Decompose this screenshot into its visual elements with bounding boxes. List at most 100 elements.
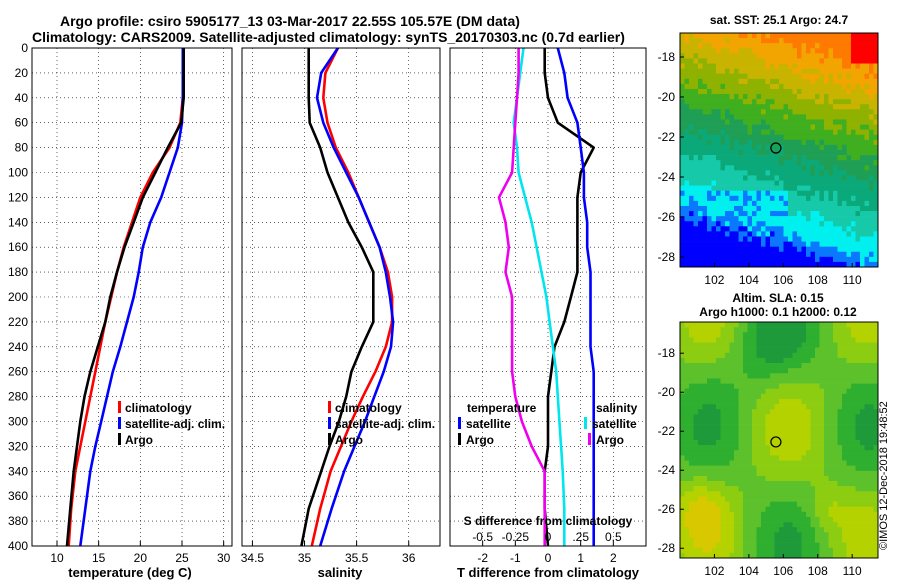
map-cell [689,99,694,105]
map-cell [765,241,771,247]
map-cell [779,542,784,549]
map-cell [756,119,762,125]
map-cell [707,139,712,146]
map-cell [743,124,748,130]
map-cell [702,532,708,538]
map-cell [855,190,861,197]
map-cell [806,78,811,85]
map-cell [761,261,766,267]
map-cell [792,83,798,90]
map-cell [747,332,753,338]
map-cell [869,465,874,472]
legend-label-climatology: climatology [125,401,192,415]
map-cell [824,388,829,395]
map-cell [698,211,703,217]
map-cell [873,195,878,202]
map-cell [693,434,699,441]
map-cell [743,99,748,105]
map-cell [828,481,834,487]
map-cell [774,261,780,267]
map-cell [846,342,852,348]
map-cell [756,205,762,212]
map-cell [873,200,878,207]
map-cell [806,73,811,80]
map-cell [684,58,690,64]
map-cell [734,491,739,497]
map-cell [680,129,685,136]
map-cell [792,404,798,410]
map-cell [806,429,811,436]
map-cell [684,33,690,39]
map-cell [833,216,838,222]
map-cell [801,200,807,207]
map-cell [797,522,802,528]
map-cell [738,38,744,44]
map-cell [711,190,717,197]
map-cell [747,445,753,451]
map-cell [743,460,748,466]
map-cell [720,522,726,528]
map-cell [864,404,870,410]
map-cell [851,506,856,513]
map-cell [693,33,699,39]
map-cell [846,185,852,191]
map-cell [738,200,744,207]
sla-map: Altim. SLA: 0.15 Argo h1000: 0.1 h2000: … [658,291,879,578]
map-cell [792,170,798,176]
map-cell [747,160,753,166]
map-cell [815,373,820,379]
sla-map-frame [679,321,879,559]
map-cell [864,342,870,348]
map-cell [711,501,717,507]
map-cell [810,322,816,328]
map-cell [801,542,807,549]
map-cell [734,532,739,538]
map-cell [837,552,843,558]
map-cell [729,119,735,125]
map-cell [743,347,748,354]
map-cell [698,357,703,364]
map-cell [747,109,753,115]
map-cell [788,33,793,39]
map-cell [765,542,771,549]
map-cell [684,175,690,181]
map-cell [707,434,712,441]
map-cell [698,445,703,451]
map-cell [756,200,762,207]
map-cell [743,205,748,212]
map-cell [770,200,775,207]
map-cell [770,501,775,507]
map-cell [842,124,847,130]
map-cell [819,83,825,90]
map-cell [779,475,784,482]
map-cell [869,393,874,400]
map-cell [801,58,807,64]
map-cell [689,475,694,482]
map-cell [752,221,757,227]
map-cell [689,327,694,333]
map-cell [833,542,838,549]
map-cell [684,378,690,384]
map-cell [729,241,735,247]
map-cell [855,475,861,482]
map-cell [806,542,811,549]
map-cell [842,33,847,39]
map-cell [770,481,775,487]
map-cell [716,246,721,253]
map-cell [711,236,717,242]
map-cell [765,537,771,543]
map-cell [716,542,721,549]
map-cell [752,180,757,186]
map-cell [779,88,784,95]
map-cell [761,434,766,441]
map-cell [756,48,762,54]
map-cell [729,491,735,497]
map-cell [788,542,793,549]
map-cell [851,327,856,333]
map-cell [783,419,789,425]
map-cell [698,221,703,227]
map-cell [801,175,807,181]
map-cell [864,393,870,400]
map-cell [824,134,829,141]
map-cell [842,216,847,222]
